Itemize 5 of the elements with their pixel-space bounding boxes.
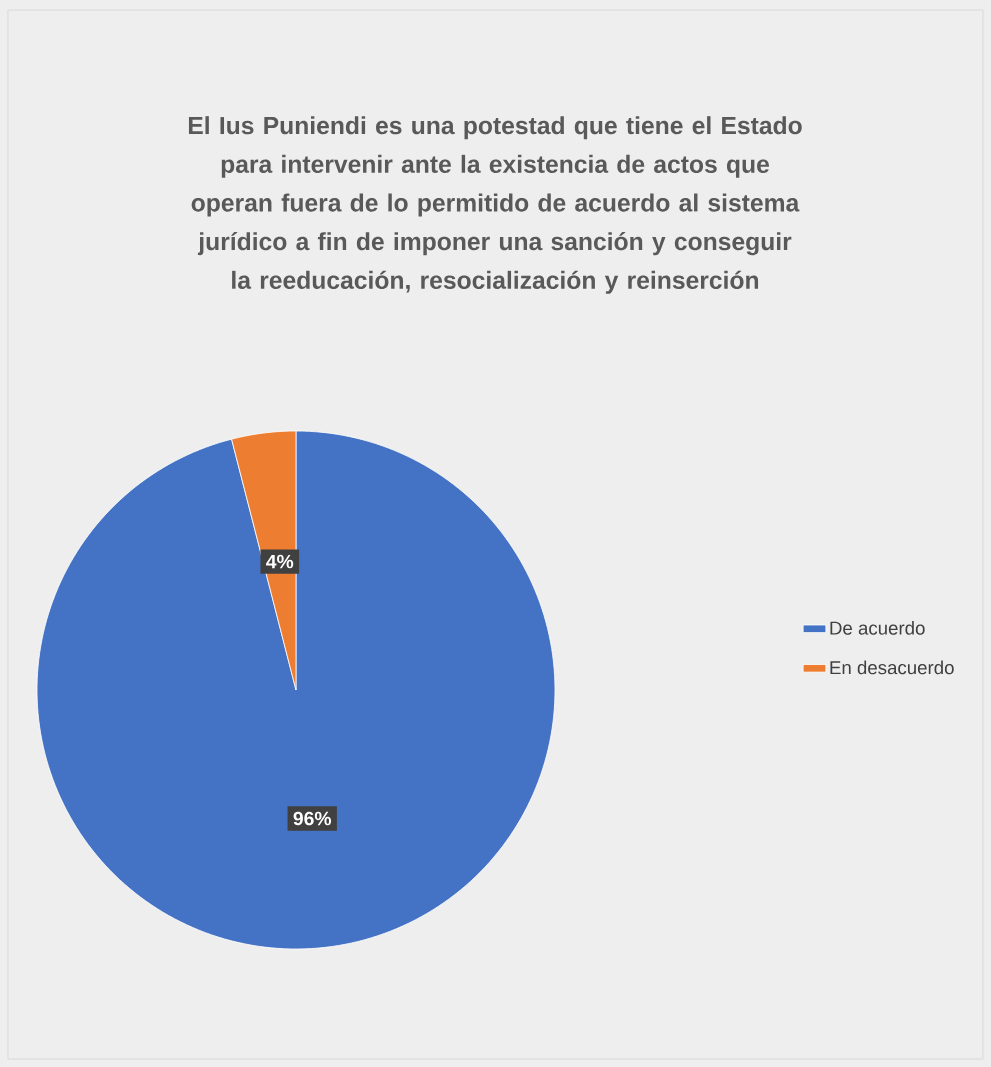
data-label: 96% [293, 811, 332, 826]
data-label: 4% [266, 554, 294, 569]
legend-label: En desacuerdo [830, 660, 954, 675]
chart-title: El Ius Puniendi es una potestad que tiene el Estado para intervenir ante la existencia de actos que operan fuera de lo permitido de acuerdo al sistema jurídico a fin de imponer una sanción y conseguir la reeducación, resocialización y reinserción [188, 116, 802, 294]
legend-label: De acuerdo [830, 621, 925, 635]
